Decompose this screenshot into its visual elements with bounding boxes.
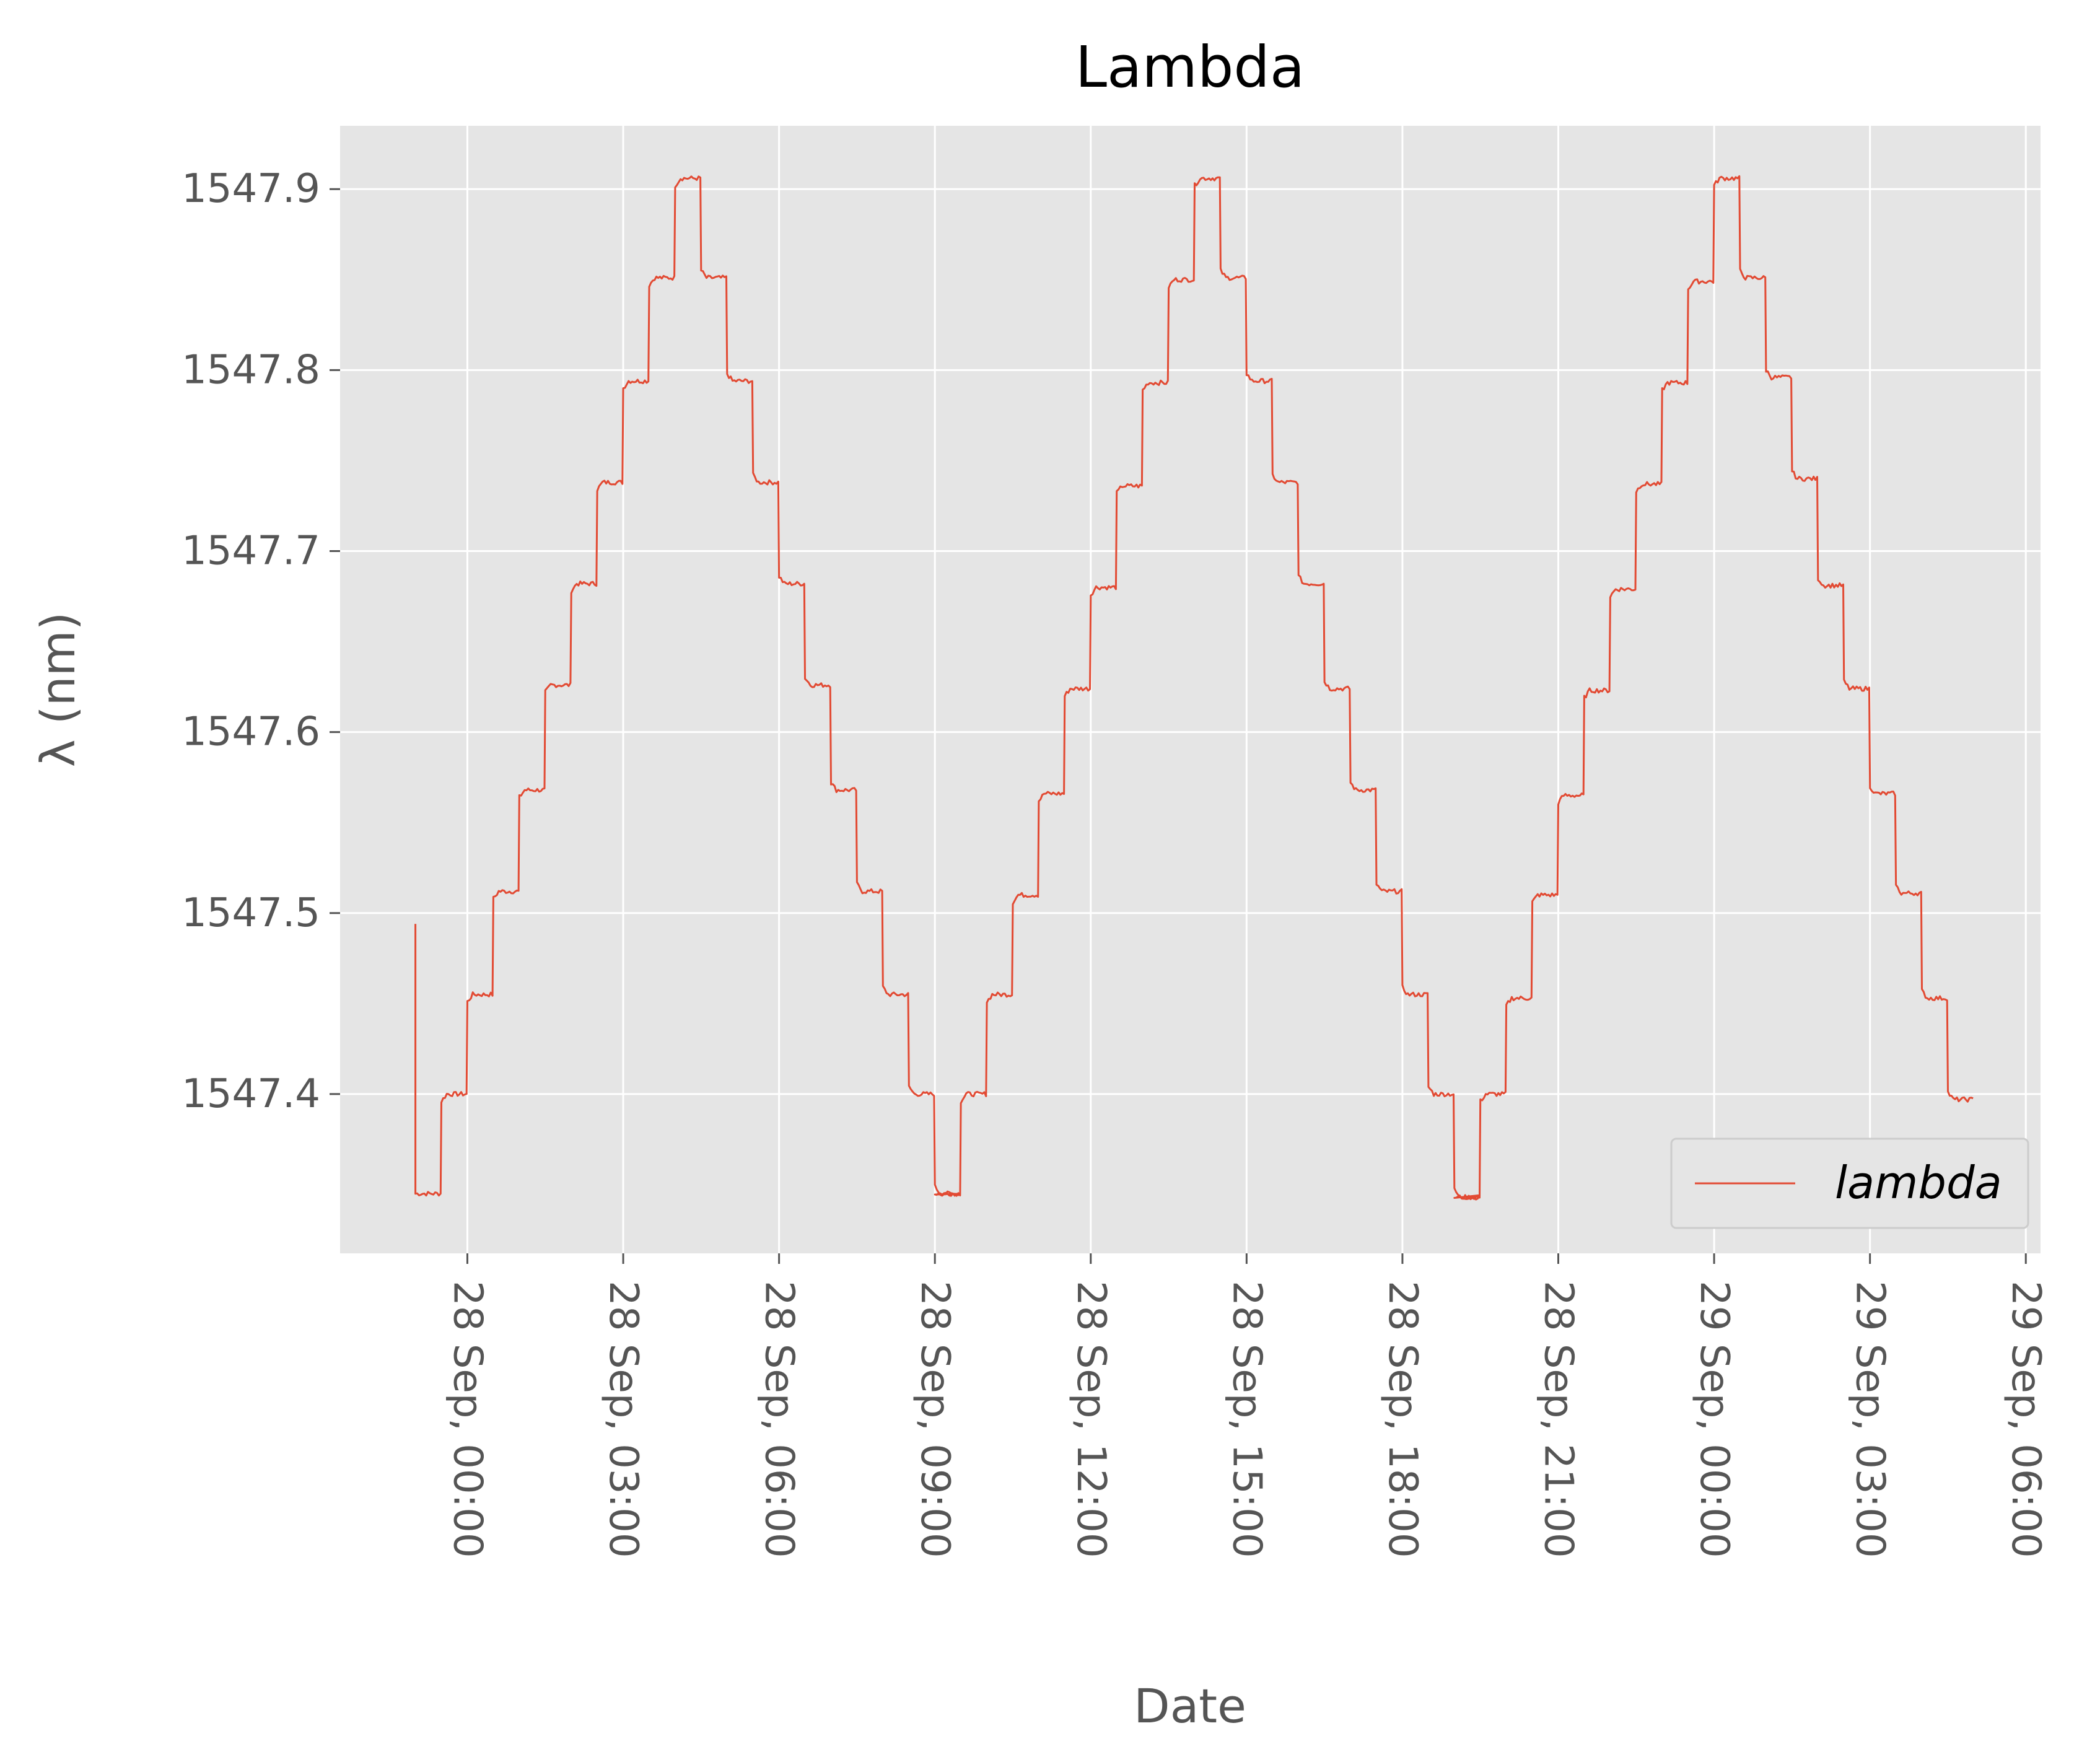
- y-tick-label: 1547.5: [182, 890, 320, 936]
- x-tick-label: 28 Sep, 18:00: [1380, 1281, 1425, 1558]
- legend-box: [1670, 1137, 2029, 1229]
- x-tick-label: 28 Sep, 21:00: [1536, 1281, 1582, 1558]
- legend-label: lambda: [1835, 1157, 2002, 1209]
- y-tick-label: 1547.8: [182, 347, 320, 393]
- y-tick-label: 1547.6: [182, 709, 320, 755]
- legend: lambda: [1670, 1137, 2029, 1229]
- x-tick-label: 28 Sep, 06:00: [756, 1281, 802, 1558]
- y-tick-label: 1547.9: [182, 166, 320, 212]
- plot-area: [340, 126, 2041, 1253]
- chart-title: Lambda: [1075, 34, 1305, 100]
- ticks: 28 Sep, 00:00 28 Sep, 03:00 28 Sep, 06:00 2…: [182, 166, 2049, 1558]
- y-tick-label: 1547.7: [182, 528, 320, 574]
- x-tick-label: 28 Sep, 00:00: [444, 1281, 490, 1558]
- x-tick-label: 28 Sep, 09:00: [912, 1281, 958, 1558]
- y-axis-label: λ (nm): [30, 612, 85, 768]
- x-tick-label: 28 Sep, 12:00: [1068, 1281, 1114, 1558]
- series-line-lambda: [414, 175, 1974, 1201]
- x-tick-label: 29 Sep, 00:00: [1691, 1281, 1737, 1558]
- x-tick-label: 28 Sep, 15:00: [1223, 1281, 1269, 1558]
- x-axis-label: Date: [1134, 1678, 1246, 1734]
- y-tick-label: 1547.4: [182, 1071, 320, 1117]
- series-layer: [414, 175, 1974, 1201]
- x-tick-label: 29 Sep, 03:00: [1847, 1281, 1893, 1558]
- x-tick-label: 29 Sep, 06:00: [2003, 1281, 2049, 1558]
- x-tick-label: 28 Sep, 03:00: [600, 1281, 646, 1558]
